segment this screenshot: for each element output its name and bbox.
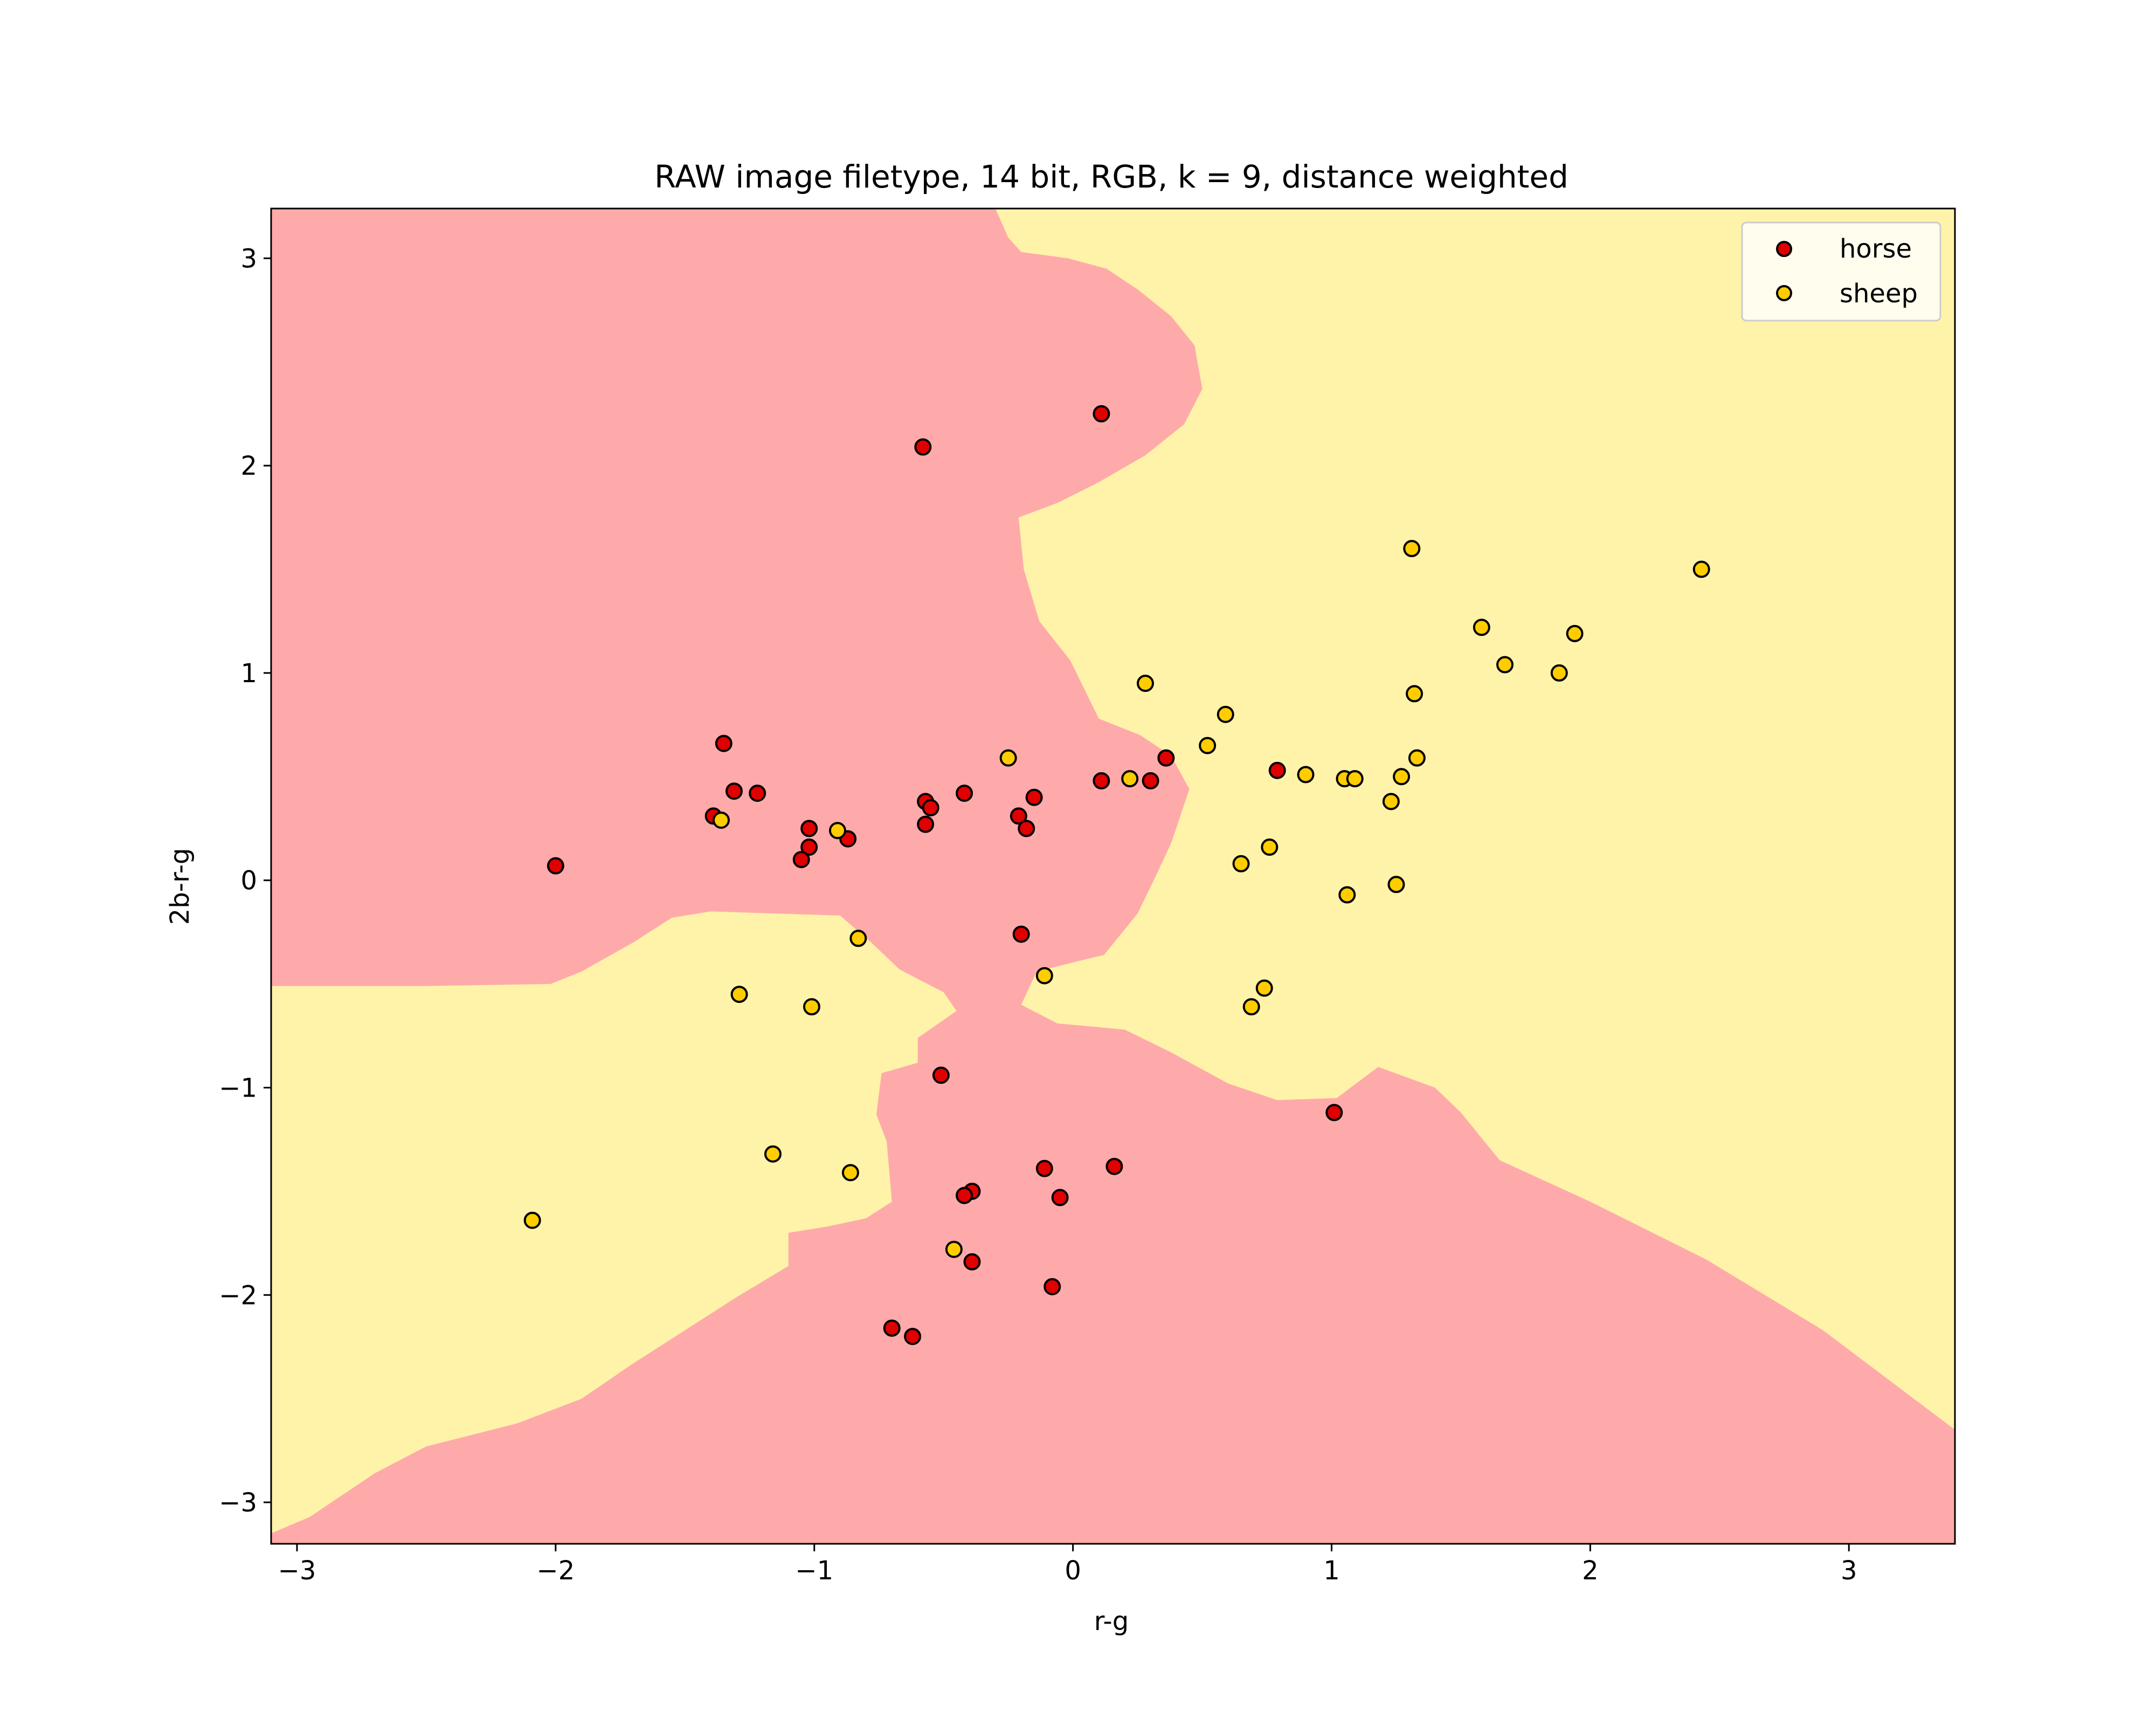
y-tick-label: 0 (240, 866, 257, 896)
y-tick-label: 3 (240, 244, 257, 274)
x-tick-label: −2 (536, 1556, 575, 1586)
x-axis-ticks: −3 −2 −1 0 1 2 3 (278, 1544, 1857, 1586)
data-point-sheep (841, 1164, 859, 1182)
data-point-sheep (1406, 685, 1423, 703)
data-point-sheep (803, 998, 820, 1016)
data-point-horse (1012, 925, 1030, 943)
data-point-horse (749, 785, 766, 802)
data-point-sheep (1393, 768, 1411, 786)
data-point-sheep (1550, 664, 1568, 682)
data-point-sheep (1387, 876, 1405, 893)
data-point-horse (904, 1328, 922, 1345)
legend-marker-sheep (1776, 285, 1792, 301)
data-point-horse (1093, 405, 1110, 422)
data-point-sheep (1382, 793, 1400, 810)
data-point-sheep (1338, 886, 1356, 904)
x-tick-label: 3 (1841, 1556, 1857, 1586)
data-point-horse (1051, 1189, 1069, 1206)
y-tick-label: −3 (219, 1488, 257, 1518)
data-point-sheep (849, 930, 867, 947)
y-axis-ticks: −3 −2 −1 0 1 2 3 (219, 244, 271, 1518)
x-axis-label: r-g (1094, 1606, 1129, 1636)
x-tick-label: −3 (278, 1556, 316, 1586)
data-point-sheep (1121, 770, 1139, 788)
data-point-sheep (999, 749, 1017, 767)
x-tick-label: 1 (1323, 1556, 1340, 1586)
data-point-sheep (1136, 675, 1154, 692)
data-point-horse (1025, 788, 1043, 806)
y-tick-label: 2 (240, 451, 257, 481)
data-point-sheep (1035, 967, 1053, 984)
data-point-horse (725, 782, 743, 800)
chart-title: RAW image filetype, 14 bit, RGB, k = 9, … (654, 158, 1568, 195)
data-point-sheep (1297, 766, 1315, 783)
data-point-sheep (1692, 560, 1710, 578)
data-point-sheep (1346, 770, 1364, 788)
data-point-horse (547, 857, 564, 875)
y-tick-label: −2 (219, 1280, 257, 1310)
data-point-sheep (1255, 979, 1273, 997)
data-point-sheep (1473, 619, 1490, 636)
data-point-horse (800, 820, 818, 837)
data-point-sheep (1199, 737, 1217, 754)
data-point-horse (883, 1319, 901, 1337)
legend-marker-horse (1776, 241, 1792, 257)
legend-label-sheep: sheep (1840, 279, 1918, 309)
data-point-sheep (1261, 838, 1279, 856)
data-point-horse (1142, 772, 1159, 789)
data-point-horse (1010, 807, 1027, 825)
data-point-horse (1035, 1160, 1053, 1177)
data-point-horse (1325, 1104, 1343, 1121)
data-point-sheep (945, 1240, 963, 1258)
data-point-horse (1268, 761, 1286, 779)
data-point-horse (922, 799, 939, 817)
data-point-horse (1105, 1157, 1123, 1175)
data-point-horse (956, 785, 973, 802)
data-point-horse (1018, 820, 1035, 837)
data-points (523, 405, 1710, 1345)
x-tick-label: −1 (795, 1556, 833, 1586)
data-point-horse (917, 815, 935, 833)
data-point-sheep (1232, 855, 1250, 872)
data-point-sheep (1242, 998, 1260, 1016)
legend: horse sheep (1741, 221, 1941, 322)
data-point-sheep (1403, 540, 1421, 558)
data-point-sheep (1566, 625, 1584, 642)
y-axis-label: 2b-r-g (165, 848, 195, 925)
data-point-horse (792, 851, 810, 869)
data-point-horse (956, 1187, 973, 1204)
data-point-horse (914, 438, 932, 456)
data-point-sheep (730, 986, 748, 1003)
data-point-sheep (1496, 656, 1514, 674)
data-point-sheep (523, 1211, 541, 1229)
plot-frame (270, 207, 1956, 1545)
data-point-horse (1044, 1278, 1061, 1295)
plot-area (270, 207, 1956, 1545)
data-point-horse (1157, 749, 1175, 767)
data-point-horse (963, 1253, 981, 1271)
data-point-horse (932, 1066, 950, 1084)
y-tick-label: −1 (219, 1073, 257, 1103)
legend-label-horse: horse (1840, 234, 1912, 264)
x-tick-label: 0 (1065, 1556, 1081, 1586)
data-point-sheep (1217, 705, 1234, 723)
data-point-horse (1093, 772, 1110, 789)
data-point-horse (800, 838, 818, 856)
data-point-horse (715, 734, 733, 752)
region-horse-0 (271, 209, 1955, 1544)
data-point-sheep (712, 812, 730, 829)
y-tick-label: 1 (240, 658, 257, 689)
data-point-sheep (1408, 749, 1426, 767)
data-point-sheep (828, 822, 846, 840)
x-tick-label: 2 (1582, 1556, 1599, 1586)
data-point-sheep (764, 1145, 782, 1163)
